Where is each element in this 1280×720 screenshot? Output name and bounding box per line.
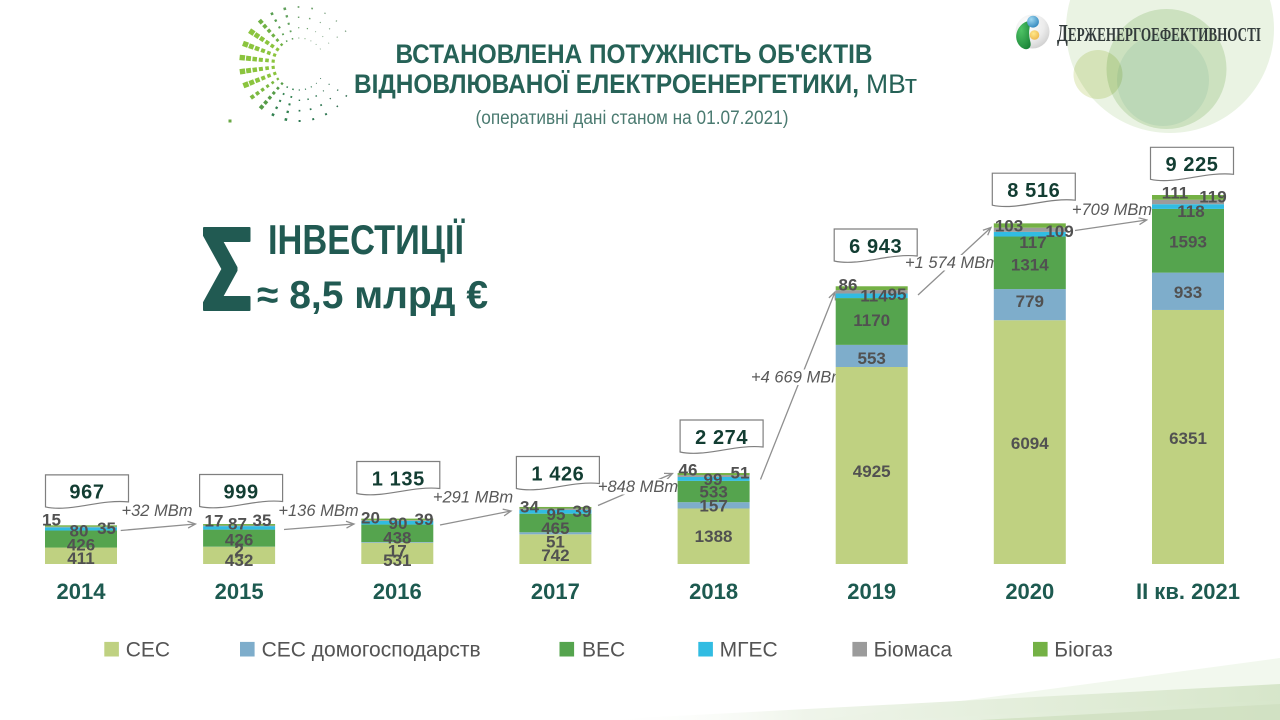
svg-text:39: 39 [573,502,592,521]
svg-text:1 426: 1 426 [531,463,584,485]
svg-text:4925: 4925 [853,462,891,481]
svg-text:ІІ кв. 2021: ІІ кв. 2021 [1136,579,1240,604]
svg-text:2 274: 2 274 [695,427,748,449]
svg-text:Біогаз: Біогаз [1054,639,1112,662]
svg-text:35: 35 [253,511,272,530]
svg-text:17: 17 [205,512,224,531]
svg-text:6351: 6351 [1169,429,1207,448]
svg-text:МВт: МВт [866,69,917,99]
svg-text:+1 574 МВт: +1 574 МВт [905,254,999,272]
svg-text:80: 80 [70,521,89,540]
svg-text:90: 90 [389,514,408,533]
svg-text:2019: 2019 [847,579,896,604]
svg-text:2017: 2017 [531,579,580,604]
svg-text:6094: 6094 [1011,434,1049,453]
svg-text:35: 35 [97,519,116,538]
svg-text:2: 2 [234,541,243,560]
svg-text:119: 119 [1199,188,1226,207]
svg-text:≈ 8,5 млрд €: ≈ 8,5 млрд € [257,274,488,317]
svg-text:17: 17 [388,542,407,561]
svg-text:967: 967 [69,482,104,504]
svg-text:109: 109 [1045,222,1073,241]
svg-text:+848 МВт: +848 МВт [598,478,678,496]
svg-text:157: 157 [699,496,727,515]
svg-text:933: 933 [1174,283,1202,302]
svg-text:742: 742 [541,546,569,565]
svg-text:1314: 1314 [1011,255,1049,274]
svg-text:95: 95 [888,285,907,304]
svg-text:117: 117 [1019,233,1046,252]
svg-text:9 225: 9 225 [1165,154,1218,176]
svg-text:1388: 1388 [695,527,733,546]
svg-text:2014: 2014 [57,579,107,604]
svg-text:114: 114 [860,287,888,306]
svg-text:2018: 2018 [689,579,738,604]
svg-text:+32 МВт: +32 МВт [121,502,192,520]
svg-text:+291 МВт: +291 МВт [433,489,513,507]
svg-text:118: 118 [1177,202,1204,221]
svg-text:1 135: 1 135 [372,468,425,490]
svg-text:533: 533 [699,483,727,502]
svg-text:411: 411 [67,549,94,568]
svg-text:34: 34 [520,498,539,517]
svg-text:432: 432 [225,551,253,570]
svg-text:ІНВЕСТИЦІЇ: ІНВЕСТИЦІЇ [268,216,465,263]
svg-text:779: 779 [1016,292,1044,311]
svg-text:ВЕС: ВЕС [582,639,625,662]
svg-text:553: 553 [858,349,886,368]
svg-text:15: 15 [42,510,61,529]
svg-text:(оперативні дані станом на 01.: (оперативні дані станом на 01.07.2021) [476,108,789,129]
svg-text:8 516: 8 516 [1007,180,1060,202]
svg-text:+136 МВт: +136 МВт [278,502,358,520]
svg-text:ВСТАНОВЛЕНА ПОТУЖНІСТЬ ОБ'ЄКТІ: ВСТАНОВЛЕНА ПОТУЖНІСТЬ ОБ'ЄКТІВ [396,39,873,69]
svg-text:51: 51 [546,532,565,551]
svg-text:+4 669 МВт: +4 669 МВт [751,369,845,387]
svg-text:426: 426 [67,536,95,555]
svg-text:39: 39 [415,510,434,529]
svg-text:87: 87 [228,515,247,534]
svg-text:2020: 2020 [1005,579,1054,604]
svg-text:20: 20 [361,509,380,528]
svg-text:438: 438 [383,529,411,548]
svg-text:+709 МВт: +709 МВт [1072,201,1152,219]
svg-text:465: 465 [541,519,569,538]
svg-text:ДЕРЖЕНЕРГОЕФЕКТИВНОСТІ: ДЕРЖЕНЕРГОЕФЕКТИВНОСТІ [1057,21,1261,47]
svg-text:46: 46 [679,461,698,480]
svg-text:111: 111 [1162,184,1189,203]
svg-text:1593: 1593 [1169,233,1207,252]
svg-text:ВІДНОВЛЮВАНОЇ ЕЛЕКТРОЕНЕРГЕТИК: ВІДНОВЛЮВАНОЇ ЕЛЕКТРОЕНЕРГЕТИКИ, [354,69,859,99]
svg-text:Біомаса: Біомаса [874,639,953,662]
svg-text:2015: 2015 [215,579,264,604]
svg-text:1170: 1170 [853,311,890,330]
svg-text:426: 426 [225,531,253,550]
svg-text:МГЕС: МГЕС [720,639,778,662]
svg-text:СЕС: СЕС [126,639,170,662]
svg-text:999: 999 [224,481,259,503]
svg-text:СЕС домогосподарств: СЕС домогосподарств [262,639,481,662]
svg-text:2016: 2016 [373,579,422,604]
svg-text:86: 86 [839,276,858,295]
svg-text:99: 99 [704,470,723,489]
svg-text:6 943: 6 943 [849,236,902,258]
svg-text:51: 51 [731,464,750,483]
svg-text:531: 531 [383,551,411,570]
svg-text:103: 103 [995,217,1023,236]
svg-text:95: 95 [547,505,566,524]
